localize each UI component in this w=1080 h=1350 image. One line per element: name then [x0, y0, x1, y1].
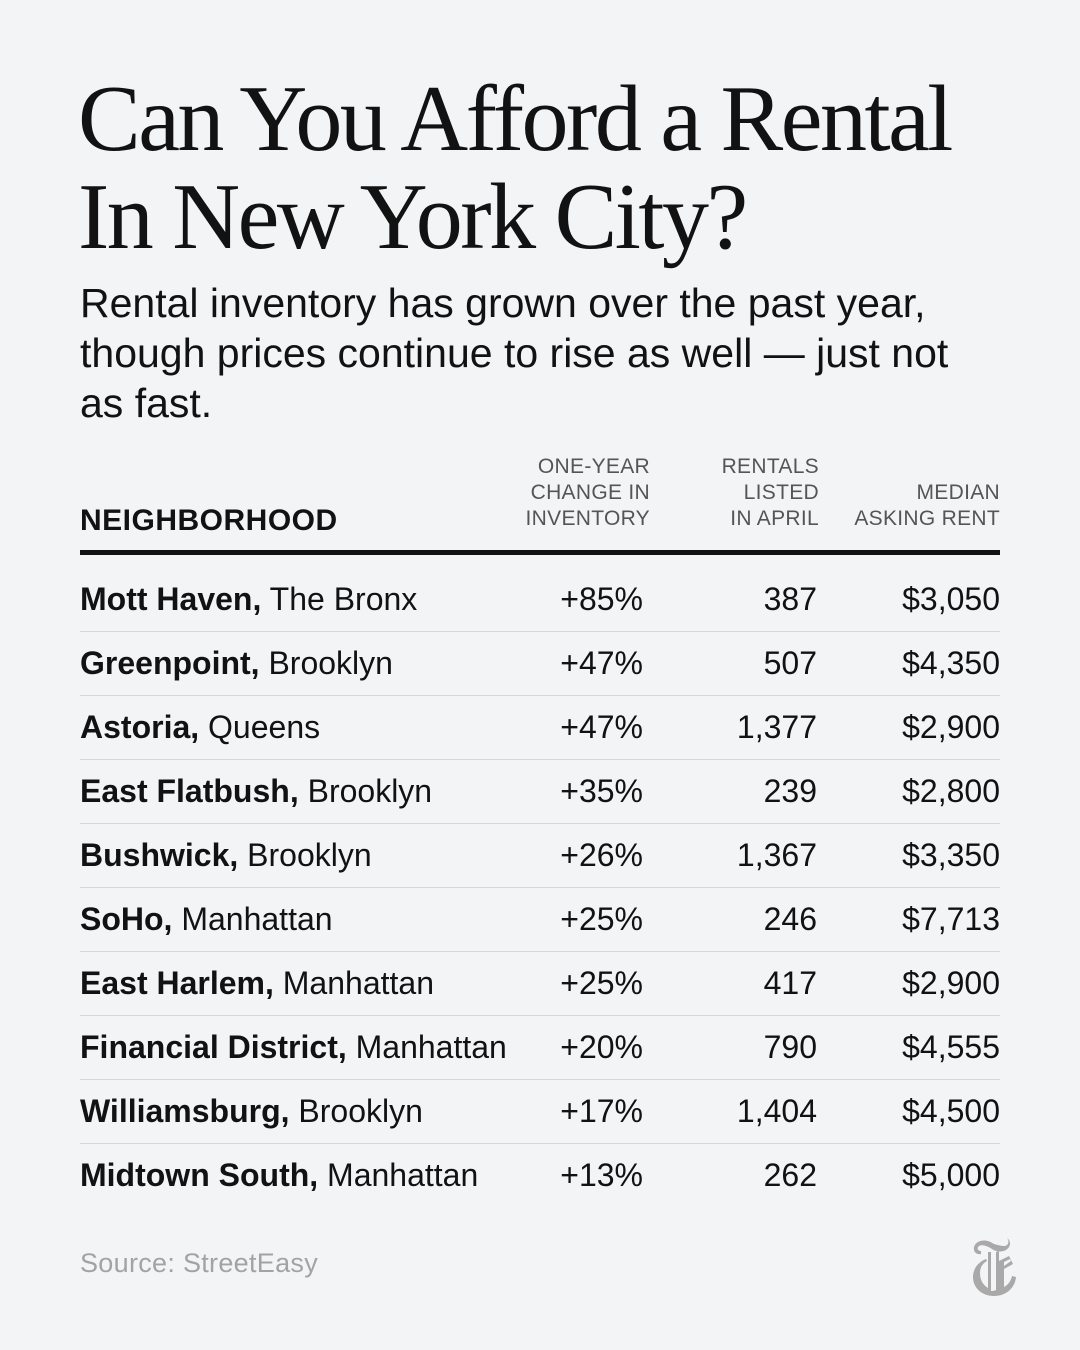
rentals-cell: 507: [763, 645, 817, 681]
rent-cell: $2,800: [902, 773, 1000, 809]
rentals-cell: 417: [763, 965, 817, 1001]
rentals-cell: 1,367: [736, 837, 817, 873]
change-cell: +85%: [560, 581, 643, 617]
rent-cell: $2,900: [902, 709, 1000, 745]
change-cell: +20%: [560, 1029, 643, 1065]
change-cell: +35%: [560, 773, 643, 809]
column-header-change: ONE-YEAR CHANGE IN INVENTORY: [525, 455, 650, 530]
change-cell: +17%: [560, 1093, 643, 1129]
table-row: Midtown South, Manhattan +13% 262 $5,000: [80, 1144, 1000, 1207]
neighborhood-cell: East Harlem, Manhattan: [80, 965, 434, 1001]
neighborhood-cell: East Flatbush, Brooklyn: [80, 773, 433, 809]
rent-cell: $3,050: [902, 581, 1000, 617]
table-row: Williamsburg, Brooklyn +17% 1,404 $4,500: [80, 1080, 1000, 1144]
rentals-cell: 387: [763, 581, 817, 617]
change-cell: +13%: [560, 1157, 643, 1193]
table-row: Astoria, Queens +47% 1,377 $2,900: [80, 696, 1000, 760]
page-subtitle: Rental inventory has grown over the past…: [80, 280, 949, 426]
page-title: Can You Afford a Rental In New York City…: [78, 67, 953, 269]
table-row: Greenpoint, Brooklyn +47% 507 $4,350: [80, 632, 1000, 696]
table-row: Financial District, Manhattan +20% 790 $…: [80, 1016, 1000, 1080]
change-cell: +25%: [560, 901, 643, 937]
column-header-rentals: RENTALS LISTED IN APRIL: [721, 455, 819, 530]
neighborhood-cell: Bushwick, Brooklyn: [80, 837, 372, 873]
neighborhood-cell: Mott Haven, The Bronx: [80, 581, 418, 617]
table-header: NEIGHBORHOOD ONE-YEAR CHANGE IN INVENTOR…: [80, 450, 1000, 555]
rentals-table: NEIGHBORHOOD ONE-YEAR CHANGE IN INVENTOR…: [80, 450, 1000, 1207]
rentals-cell: 239: [763, 773, 817, 809]
change-cell: +47%: [560, 645, 643, 681]
rentals-cell: 1,377: [736, 709, 817, 745]
rent-cell: $2,900: [902, 965, 1000, 1001]
table-row: Mott Haven, The Bronx +85% 387 $3,050: [80, 568, 1000, 632]
rent-cell: $3,350: [902, 837, 1000, 873]
rentals-cell: 262: [763, 1157, 817, 1193]
rent-cell: $7,713: [902, 901, 1000, 937]
rentals-cell: 1,404: [736, 1093, 817, 1129]
rentals-cell: 790: [763, 1029, 817, 1065]
table-row: East Harlem, Manhattan +25% 417 $2,900: [80, 952, 1000, 1016]
table-row: SoHo, Manhattan +25% 246 $7,713: [80, 888, 1000, 952]
neighborhood-cell: Astoria, Queens: [80, 709, 321, 745]
rent-cell: $5,000: [902, 1157, 1000, 1193]
change-cell: +25%: [560, 965, 643, 1001]
table-row: East Flatbush, Brooklyn +35% 239 $2,800: [80, 760, 1000, 824]
nyt-t-logo-icon: [973, 1238, 1016, 1296]
rent-cell: $4,500: [902, 1093, 1000, 1129]
neighborhood-cell: Financial District, Manhattan: [80, 1029, 507, 1065]
column-header-neighborhood: NEIGHBORHOOD: [80, 504, 338, 537]
neighborhood-cell: Greenpoint, Brooklyn: [80, 645, 393, 681]
column-header-rent: MEDIAN ASKING RENT: [854, 481, 1000, 530]
rent-cell: $4,350: [902, 645, 1000, 681]
neighborhood-cell: Williamsburg, Brooklyn: [80, 1093, 423, 1129]
change-cell: +26%: [560, 837, 643, 873]
table-row: Bushwick, Brooklyn +26% 1,367 $3,350: [80, 824, 1000, 888]
change-cell: +47%: [560, 709, 643, 745]
neighborhood-cell: Midtown South, Manhattan: [80, 1157, 479, 1193]
rent-cell: $4,555: [902, 1029, 1000, 1065]
neighborhood-cell: SoHo, Manhattan: [80, 901, 333, 937]
source-note: Source: StreetEasy: [80, 1248, 319, 1278]
table-body: Mott Haven, The Bronx +85% 387 $3,050 Gr…: [80, 568, 1000, 1207]
rentals-cell: 246: [763, 901, 817, 937]
